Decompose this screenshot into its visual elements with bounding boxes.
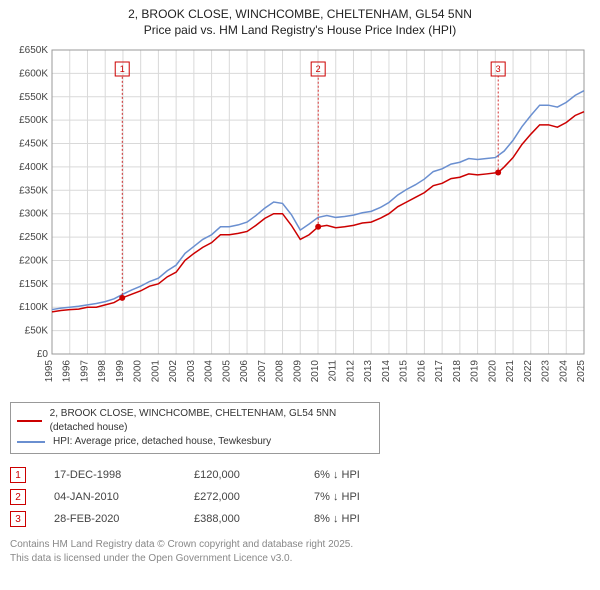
title-line-2: Price paid vs. HM Land Registry's House … (0, 22, 600, 38)
svg-text:2021: 2021 (505, 360, 516, 383)
sales-row: 3 28-FEB-2020£388,0008% ↓ HPI (10, 508, 590, 530)
svg-text:£150K: £150K (19, 279, 48, 290)
svg-text:2020: 2020 (487, 360, 498, 383)
legend: 2, BROOK CLOSE, WINCHCOMBE, CHELTENHAM, … (10, 402, 380, 454)
svg-text:£300K: £300K (19, 209, 48, 220)
footer-line-1: Contains HM Land Registry data © Crown c… (10, 538, 590, 552)
svg-text:£100K: £100K (19, 303, 48, 314)
svg-text:2015: 2015 (399, 360, 410, 383)
svg-text:2: 2 (316, 64, 321, 74)
legend-label: HPI: Average price, detached house, Tewk… (53, 435, 271, 449)
sales-price: £272,000 (194, 491, 314, 503)
chart-container: 2, BROOK CLOSE, WINCHCOMBE, CHELTENHAM, … (0, 0, 600, 590)
sales-price: £388,000 (194, 513, 314, 525)
svg-text:2024: 2024 (558, 360, 569, 383)
sales-row: 2 04-JAN-2010£272,0007% ↓ HPI (10, 486, 590, 508)
legend-swatch (17, 441, 45, 443)
svg-text:1998: 1998 (97, 360, 108, 383)
sales-diff: 7% ↓ HPI (314, 491, 434, 503)
svg-text:2025: 2025 (576, 360, 587, 383)
svg-text:2011: 2011 (328, 360, 339, 382)
svg-text:2016: 2016 (416, 360, 427, 383)
svg-text:2005: 2005 (221, 360, 232, 383)
sales-row: 1 17-DEC-1998£120,0006% ↓ HPI (10, 464, 590, 486)
svg-text:£350K: £350K (19, 186, 48, 197)
legend-wrap: 2, BROOK CLOSE, WINCHCOMBE, CHELTENHAM, … (10, 402, 590, 454)
svg-text:2002: 2002 (168, 360, 179, 383)
svg-text:2003: 2003 (186, 360, 197, 383)
svg-text:2004: 2004 (204, 360, 215, 383)
svg-text:£200K: £200K (19, 256, 48, 267)
svg-text:2008: 2008 (275, 360, 286, 383)
svg-text:3: 3 (496, 64, 501, 74)
svg-text:1995: 1995 (44, 360, 55, 383)
svg-text:2018: 2018 (452, 360, 463, 383)
svg-text:2019: 2019 (470, 360, 481, 383)
svg-text:2023: 2023 (541, 360, 552, 383)
plot-svg: £0 £50K £100K £150K £200K £250K £300K £350K £400… (8, 44, 592, 394)
svg-text:£500K: £500K (19, 116, 48, 127)
svg-text:£550K: £550K (19, 92, 48, 103)
sales-marker: 2 (10, 489, 26, 505)
title-line-1: 2, BROOK CLOSE, WINCHCOMBE, CHELTENHAM, … (0, 6, 600, 22)
svg-text:1999: 1999 (115, 360, 126, 383)
svg-text:2010: 2010 (310, 360, 321, 383)
svg-text:2013: 2013 (363, 360, 374, 383)
svg-text:2007: 2007 (257, 360, 268, 383)
sales-price: £120,000 (194, 469, 314, 481)
sales-date: 17-DEC-1998 (54, 469, 194, 481)
legend-swatch (17, 420, 42, 422)
svg-text:£650K: £650K (19, 45, 48, 56)
svg-text:2001: 2001 (150, 360, 161, 383)
svg-text:2012: 2012 (345, 360, 356, 383)
svg-text:2000: 2000 (133, 360, 144, 383)
legend-label: 2, BROOK CLOSE, WINCHCOMBE, CHELTENHAM, … (50, 407, 373, 435)
sales-marker: 1 (10, 467, 26, 483)
svg-text:£50K: £50K (25, 326, 49, 337)
sales-date: 28-FEB-2020 (54, 513, 194, 525)
svg-text:£600K: £600K (19, 69, 48, 80)
sales-date: 04-JAN-2010 (54, 491, 194, 503)
legend-row: 2, BROOK CLOSE, WINCHCOMBE, CHELTENHAM, … (17, 407, 373, 435)
sales-table: 1 17-DEC-1998£120,0006% ↓ HPI 2 04-JAN-2010… (10, 464, 590, 530)
title-block: 2, BROOK CLOSE, WINCHCOMBE, CHELTENHAM, … (0, 0, 600, 42)
svg-text:2006: 2006 (239, 360, 250, 383)
svg-text:£450K: £450K (19, 139, 48, 150)
legend-row: HPI: Average price, detached house, Tewk… (17, 435, 373, 449)
footer-line-2: This data is licensed under the Open Gov… (10, 552, 590, 566)
svg-text:£250K: £250K (19, 232, 48, 243)
svg-text:2009: 2009 (292, 360, 303, 383)
sales-diff: 8% ↓ HPI (314, 513, 434, 525)
svg-text:2017: 2017 (434, 360, 445, 383)
sales-marker: 3 (10, 511, 26, 527)
svg-text:£400K: £400K (19, 162, 48, 173)
svg-text:£0: £0 (37, 349, 49, 360)
sales-diff: 6% ↓ HPI (314, 469, 434, 481)
plot-area: £0 £50K £100K £150K £200K £250K £300K £350K £400… (8, 44, 592, 394)
svg-text:1: 1 (120, 64, 125, 74)
svg-text:2022: 2022 (523, 360, 534, 383)
svg-text:2014: 2014 (381, 360, 392, 383)
svg-text:1997: 1997 (79, 360, 90, 383)
svg-text:1996: 1996 (62, 360, 73, 383)
footer: Contains HM Land Registry data © Crown c… (10, 538, 590, 565)
